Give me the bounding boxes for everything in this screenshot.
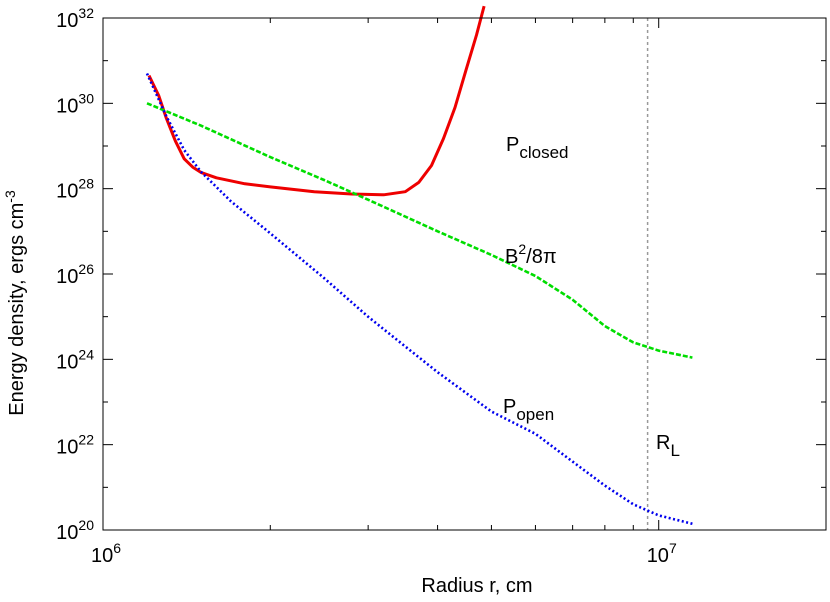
series-label-tail: /8π xyxy=(526,246,556,268)
x-tick-label-base: 10 xyxy=(91,545,113,567)
x-tick-label: 107 xyxy=(647,540,677,567)
series-label-subscript: closed xyxy=(519,143,568,162)
y-tick-label-exponent: 24 xyxy=(78,346,94,362)
series-label-main: P xyxy=(506,134,519,156)
x-tick-label-exponent: 6 xyxy=(113,540,121,556)
series-labels: Pclosed B2/8π Popen RL xyxy=(503,134,680,460)
series-line-p-closed xyxy=(147,5,486,197)
y-axis-title-exponent: -3 xyxy=(2,190,18,203)
series-label-p-closed: Pclosed xyxy=(506,134,568,162)
series-label-main: B xyxy=(505,246,518,268)
y-tick-label-exponent: 20 xyxy=(78,517,94,533)
y-tick-label: 1022 xyxy=(56,432,94,459)
y-tick-label-exponent: 32 xyxy=(78,5,94,21)
y-tick-label-base: 10 xyxy=(56,351,78,373)
y-tick-label-exponent: 22 xyxy=(78,432,94,448)
y-tick-label-base: 10 xyxy=(56,266,78,288)
y-tick-label-exponent: 26 xyxy=(78,261,94,277)
series-label-magnetic: B2/8π xyxy=(505,241,557,268)
y-tick-label-base: 10 xyxy=(56,95,78,117)
y-tick-label-exponent: 30 xyxy=(78,90,94,106)
series-label-superscript: 2 xyxy=(518,241,526,257)
y-tick-label-base: 10 xyxy=(56,181,78,203)
x-tick-label: 106 xyxy=(91,540,121,567)
plot-frame xyxy=(102,17,827,531)
rl-label-subscript: L xyxy=(670,441,679,460)
y-tick-label-base: 10 xyxy=(56,10,78,32)
y-tick-label-exponent: 28 xyxy=(78,176,94,192)
x-tick-label-base: 10 xyxy=(647,545,669,567)
rl-label-main: R xyxy=(656,432,670,454)
series-label-main: P xyxy=(503,396,516,418)
rl-label: RL xyxy=(656,432,680,460)
y-axis-title: Energy density, ergs cm-3 xyxy=(2,190,28,416)
minor-ticks xyxy=(103,18,826,530)
y-tick-label-base: 10 xyxy=(56,437,78,459)
x-axis-title: Radius r, cm xyxy=(421,575,532,597)
y-tick-label: 1024 xyxy=(56,346,94,373)
series-line-magnetic xyxy=(146,102,693,359)
y-tick-label: 1032 xyxy=(56,5,94,32)
series-label-subscript: open xyxy=(516,405,554,424)
y-tick-label: 1030 xyxy=(56,90,94,117)
y-tick-label: 1028 xyxy=(56,176,94,203)
series-lines xyxy=(145,5,693,526)
y-tick-label-base: 10 xyxy=(56,522,78,544)
y-tick-label: 1020 xyxy=(56,517,94,544)
series-label-p-open: Popen xyxy=(503,396,554,424)
x-tick-label-exponent: 7 xyxy=(669,540,677,556)
y-axis-title-text: Energy density, ergs cm xyxy=(6,203,28,416)
y-tick-label: 1026 xyxy=(56,261,94,288)
